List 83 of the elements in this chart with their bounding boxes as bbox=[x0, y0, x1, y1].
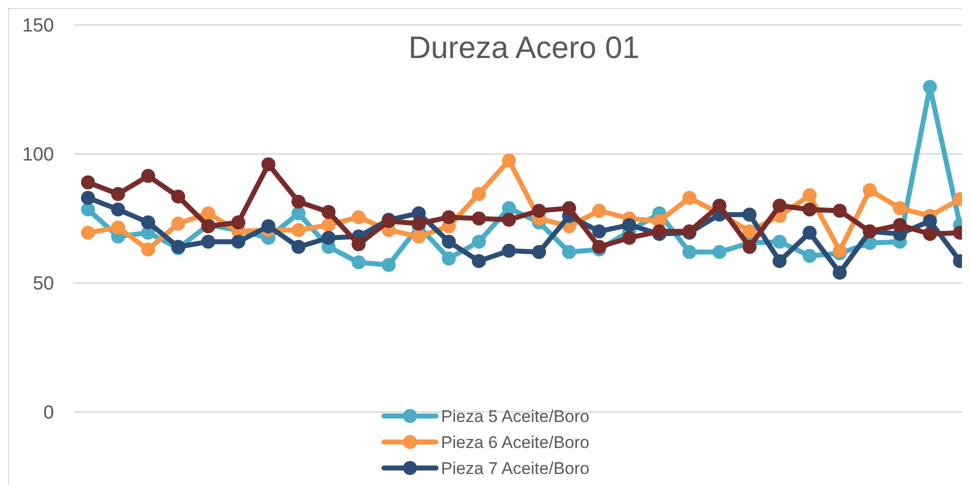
point bbox=[772, 234, 787, 249]
point bbox=[81, 175, 95, 190]
point bbox=[291, 240, 306, 254]
point bbox=[291, 223, 306, 238]
point bbox=[562, 201, 576, 216]
point bbox=[352, 255, 366, 270]
point bbox=[412, 230, 426, 244]
point bbox=[442, 234, 456, 249]
point bbox=[322, 230, 336, 245]
point bbox=[592, 224, 606, 238]
point bbox=[141, 242, 156, 256]
point bbox=[111, 202, 126, 216]
point bbox=[261, 219, 276, 234]
point bbox=[802, 188, 817, 202]
point bbox=[472, 212, 486, 226]
point bbox=[892, 218, 907, 232]
point bbox=[171, 190, 186, 204]
point bbox=[532, 204, 546, 218]
point bbox=[532, 245, 546, 260]
point bbox=[832, 266, 847, 280]
point bbox=[682, 245, 696, 260]
point bbox=[352, 237, 366, 252]
point bbox=[742, 240, 757, 254]
point bbox=[922, 214, 937, 228]
point bbox=[742, 224, 757, 238]
point bbox=[772, 254, 787, 268]
point bbox=[832, 244, 847, 258]
point bbox=[502, 212, 516, 227]
point bbox=[502, 201, 516, 216]
point bbox=[111, 220, 126, 235]
legend-label: Pieza 7 Aceite/Boro bbox=[441, 458, 590, 478]
point bbox=[81, 226, 95, 240]
point bbox=[291, 206, 306, 220]
point bbox=[622, 218, 636, 232]
point bbox=[141, 168, 156, 183]
point bbox=[712, 198, 726, 213]
point bbox=[472, 186, 486, 201]
point bbox=[231, 215, 246, 230]
point bbox=[712, 245, 726, 260]
point bbox=[502, 153, 516, 168]
point bbox=[892, 201, 907, 216]
point bbox=[832, 204, 847, 218]
point bbox=[141, 215, 156, 230]
point bbox=[862, 183, 877, 198]
point bbox=[652, 224, 666, 238]
point bbox=[472, 254, 486, 268]
point bbox=[442, 210, 456, 224]
point bbox=[802, 226, 817, 240]
point bbox=[231, 234, 246, 249]
point bbox=[111, 186, 126, 201]
point bbox=[802, 202, 817, 216]
point bbox=[171, 216, 186, 231]
point bbox=[742, 208, 757, 222]
point bbox=[442, 251, 456, 266]
legend-label: Pieza 5 Aceite/Boro bbox=[441, 406, 590, 426]
point bbox=[352, 210, 366, 224]
point bbox=[81, 202, 95, 216]
point bbox=[772, 198, 787, 213]
point bbox=[322, 218, 336, 232]
y-tick-label: 50 bbox=[32, 274, 54, 295]
y-tick-label: 150 bbox=[22, 16, 54, 37]
point bbox=[382, 258, 396, 272]
point bbox=[201, 234, 216, 249]
point bbox=[922, 226, 937, 241]
point bbox=[592, 204, 606, 218]
point bbox=[291, 194, 306, 209]
chart-title: Dureza Acero 01 bbox=[408, 30, 640, 65]
point bbox=[592, 240, 606, 254]
point bbox=[322, 205, 336, 220]
point bbox=[502, 244, 516, 258]
point bbox=[412, 216, 426, 231]
point bbox=[81, 190, 95, 205]
point bbox=[802, 248, 817, 263]
y-tick-label: 100 bbox=[22, 144, 54, 166]
point bbox=[472, 234, 486, 249]
point bbox=[622, 230, 636, 245]
point bbox=[261, 157, 276, 172]
legend-label: Pieza 6 Aceite/Boro bbox=[441, 432, 590, 452]
point bbox=[682, 190, 696, 205]
point bbox=[201, 206, 216, 220]
point bbox=[922, 80, 937, 94]
point bbox=[562, 245, 576, 260]
y-tick-label: 0 bbox=[43, 402, 54, 424]
